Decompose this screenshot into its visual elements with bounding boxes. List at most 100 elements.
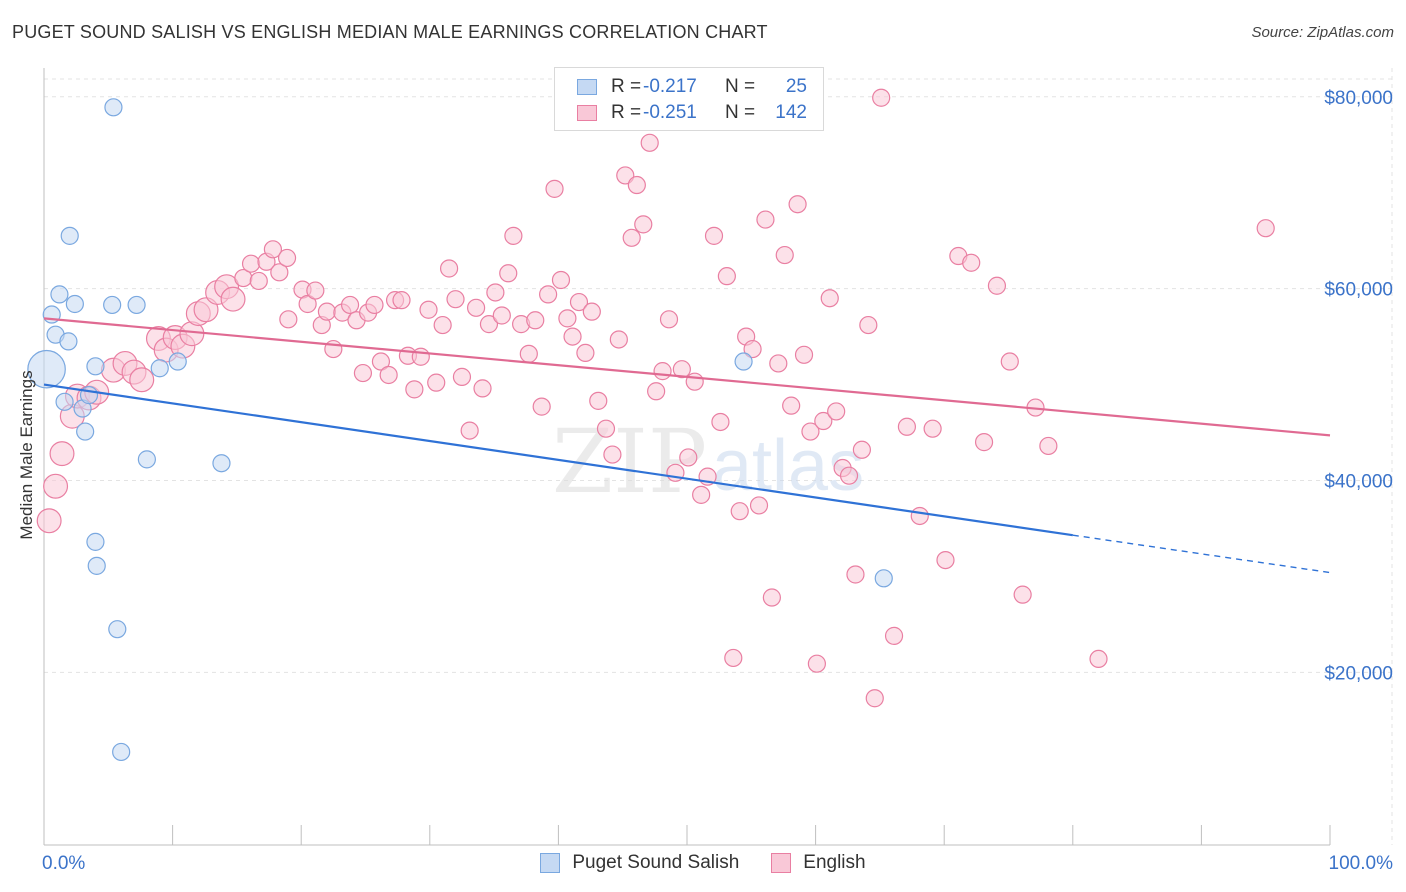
x-tick-label-start: 0.0%	[42, 853, 85, 874]
salish-point	[76, 422, 95, 441]
english-point	[622, 228, 641, 247]
trend-lines	[43, 317, 1331, 574]
english-point	[839, 466, 859, 485]
english-point	[653, 362, 672, 381]
salish-point	[60, 226, 79, 245]
english-point	[563, 327, 582, 346]
english-point	[392, 291, 411, 310]
english-point	[279, 310, 298, 329]
english-point	[865, 689, 884, 708]
english-point	[647, 382, 666, 401]
legend-n-value: 25	[785, 76, 807, 97]
english-point	[569, 292, 589, 312]
english-point	[910, 506, 929, 526]
english-point	[486, 283, 505, 302]
english-point	[241, 254, 261, 273]
english-point	[340, 295, 360, 315]
english-point	[609, 330, 628, 349]
english-point	[672, 360, 691, 379]
english-point	[582, 302, 601, 321]
english-point	[775, 245, 794, 265]
axes	[43, 68, 1331, 846]
english-point	[365, 295, 384, 315]
english-point	[711, 412, 730, 432]
english-point	[220, 286, 246, 312]
x-tick-label-end: 100.0%	[1329, 853, 1394, 874]
legend-r-value: -0.217	[643, 76, 697, 97]
y-tick-label: $60,000	[1324, 280, 1393, 301]
y-axis-label: Median Male Earnings	[17, 370, 36, 539]
salish-point	[168, 352, 187, 371]
legend-row-salish: R = -0.217 N = 25	[577, 75, 807, 99]
source-label: Source: ZipAtlas.com	[1251, 24, 1394, 41]
english-point	[769, 354, 788, 373]
english-point	[270, 263, 289, 282]
english-point	[1089, 649, 1108, 669]
english-point	[492, 306, 511, 325]
english-point	[974, 433, 994, 452]
salish-point	[87, 556, 106, 575]
english-point	[872, 88, 891, 107]
english-point	[704, 226, 724, 245]
english-point	[801, 422, 820, 441]
english-point	[263, 240, 283, 259]
legend-row-english: R = -0.251 N = 142	[577, 101, 807, 125]
english-point	[519, 344, 538, 363]
english-point	[379, 365, 398, 385]
stats-legend: R = -0.217 N = 25 R = -0.251 N = 142	[554, 67, 824, 131]
salish-point	[112, 742, 131, 762]
english-point	[277, 248, 297, 268]
english-point	[627, 175, 646, 195]
salish-point	[104, 98, 123, 117]
english-point	[371, 352, 391, 371]
english-point	[466, 298, 486, 317]
english-point	[129, 367, 155, 393]
y-tick-label: $80,000	[1324, 88, 1393, 109]
english-point	[479, 315, 499, 334]
series-label-salish: Puget Sound Salish	[572, 852, 740, 873]
english-point	[439, 259, 459, 278]
salish-point	[212, 454, 231, 473]
legend-r-label: R =	[611, 102, 642, 123]
english-point	[743, 339, 762, 359]
english-trend-line	[43, 317, 1331, 437]
english-point	[679, 448, 698, 467]
series-legend-english[interactable]: English	[771, 852, 866, 874]
english-point	[897, 417, 917, 436]
english-point	[433, 315, 452, 335]
english-point	[852, 440, 871, 459]
english-point	[427, 373, 446, 392]
english-point	[692, 485, 711, 504]
y-tick-label: $20,000	[1324, 663, 1393, 684]
english-point	[859, 315, 878, 335]
english-point	[539, 285, 558, 304]
salish-point	[65, 294, 84, 314]
english-point	[659, 310, 679, 329]
english-point	[730, 502, 749, 521]
english-point	[782, 396, 801, 415]
english-point	[749, 496, 769, 515]
legend-swatch-english	[577, 105, 597, 121]
english-point	[794, 345, 814, 364]
salish-trend-extension	[1072, 534, 1331, 574]
salish-point	[103, 295, 122, 315]
grid-lines	[44, 68, 1393, 845]
english-point	[814, 411, 833, 431]
english-point	[545, 179, 564, 198]
english-point	[526, 311, 545, 330]
series-swatch-english	[771, 853, 792, 873]
english-point	[419, 300, 438, 319]
legend-n-label: N =	[725, 102, 756, 123]
english-point	[717, 267, 736, 286]
salish-point	[59, 332, 78, 351]
x-tick-labels: 0.0% 100.0%	[42, 853, 1393, 874]
english-point	[724, 648, 743, 668]
english-point	[762, 588, 781, 607]
english-point	[249, 271, 268, 291]
english-point	[49, 441, 75, 467]
series-legend-salish[interactable]: Puget Sound Salish	[540, 852, 739, 874]
english-point	[504, 226, 523, 245]
english-point	[405, 380, 424, 399]
english-point	[551, 270, 571, 290]
english-point	[685, 372, 704, 391]
